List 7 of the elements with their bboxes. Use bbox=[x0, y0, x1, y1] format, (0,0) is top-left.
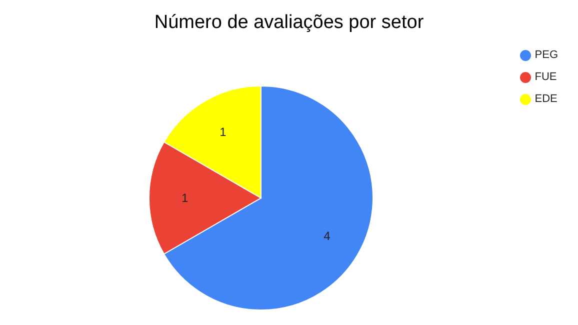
data-label: 1 bbox=[220, 125, 227, 140]
legend-label: FUE bbox=[534, 71, 557, 83]
chart-title: Número de avaliações por setor bbox=[153, 12, 425, 34]
data-label: 1 bbox=[181, 191, 188, 205]
legend-label: EDE bbox=[534, 93, 558, 105]
legend-label: PEG bbox=[534, 49, 558, 61]
data-label: 4 bbox=[324, 229, 331, 244]
